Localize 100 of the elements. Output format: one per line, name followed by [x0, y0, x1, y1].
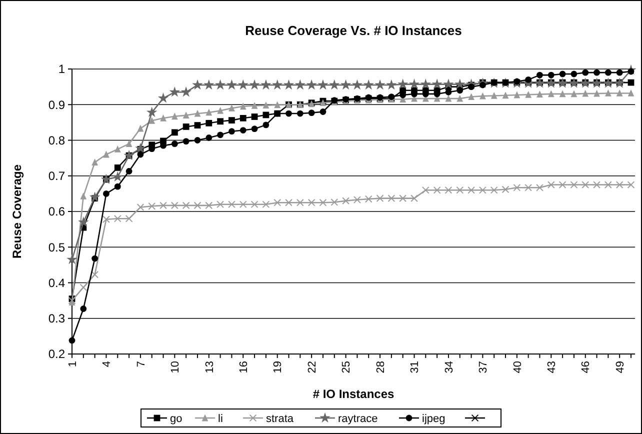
point [513, 184, 521, 192]
point [616, 90, 623, 96]
point [386, 79, 397, 90]
x-tick-label: 28 [374, 361, 387, 374]
point [525, 90, 532, 98]
point [422, 186, 430, 194]
point [352, 79, 363, 90]
legend-label: raytrace [338, 412, 378, 425]
point [68, 337, 76, 344]
point [180, 86, 192, 97]
point [354, 196, 361, 204]
point [206, 120, 212, 126]
point [479, 92, 486, 100]
point [593, 181, 600, 188]
point [228, 104, 235, 112]
point [580, 78, 591, 88]
point [124, 150, 134, 160]
point [490, 92, 498, 99]
chart-title: Reuse Coverage Vs. # IO Instances [245, 23, 462, 38]
point [214, 79, 226, 90]
point [66, 254, 78, 264]
point [296, 198, 304, 206]
point [536, 90, 543, 98]
x-tick-label: 46 [580, 361, 592, 374]
point [206, 108, 212, 116]
point [342, 197, 350, 205]
point [238, 79, 249, 90]
point [137, 124, 144, 132]
point [114, 214, 122, 222]
point [570, 70, 578, 78]
legend-label: go [170, 412, 182, 425]
point [262, 112, 270, 118]
point [206, 134, 212, 141]
point [456, 186, 464, 194]
point [251, 126, 258, 132]
point [92, 255, 98, 262]
point [468, 93, 474, 100]
point [536, 72, 543, 78]
point [306, 79, 317, 90]
point [194, 202, 202, 210]
point [410, 194, 418, 202]
x-axis-title: # IO Instances [312, 387, 395, 401]
y-tick-label: 0.9 [48, 98, 66, 112]
point [582, 90, 589, 97]
point [158, 92, 169, 103]
point [125, 214, 133, 222]
point [364, 195, 372, 203]
point [80, 306, 87, 312]
point [399, 194, 407, 202]
point [559, 70, 566, 78]
x-tick-label: 34 [443, 361, 456, 374]
x-tick-label: 49 [614, 361, 626, 374]
point [137, 151, 144, 158]
point [502, 186, 510, 194]
point [397, 78, 408, 89]
point [456, 87, 464, 94]
x-tick-label: 13 [204, 361, 216, 374]
x-tick-label: 4 [101, 361, 114, 368]
point [490, 186, 498, 194]
point [148, 116, 156, 124]
point [478, 186, 486, 194]
point [136, 204, 144, 211]
point [594, 69, 600, 76]
point [126, 168, 132, 174]
point [376, 194, 384, 202]
point [182, 202, 190, 210]
point [228, 117, 235, 124]
point [169, 86, 180, 97]
point [114, 183, 121, 190]
y-tick-label: 0.7 [48, 169, 66, 184]
legend-label: li [218, 412, 223, 425]
point [228, 128, 235, 135]
point [103, 150, 110, 158]
point [616, 181, 624, 188]
point [340, 79, 352, 90]
y-tick-label: 0.6 [48, 204, 66, 219]
point [251, 114, 258, 120]
point [182, 112, 190, 119]
point [160, 202, 167, 210]
point [524, 184, 532, 192]
point [171, 112, 178, 120]
point [296, 110, 304, 117]
y-tick-label: 1 [58, 62, 66, 76]
point [570, 181, 578, 188]
point [226, 79, 238, 90]
point [604, 181, 612, 188]
point [627, 181, 635, 188]
point [170, 202, 178, 210]
y-tick-label: 0.4 [48, 276, 66, 290]
point [570, 90, 578, 98]
point [582, 69, 589, 76]
point [100, 174, 112, 184]
point [534, 78, 546, 88]
point [80, 284, 88, 292]
point [548, 72, 554, 78]
point [559, 90, 566, 98]
x-tick-label: 7 [135, 361, 148, 368]
point [194, 110, 201, 117]
point [126, 140, 132, 148]
point [444, 186, 452, 194]
